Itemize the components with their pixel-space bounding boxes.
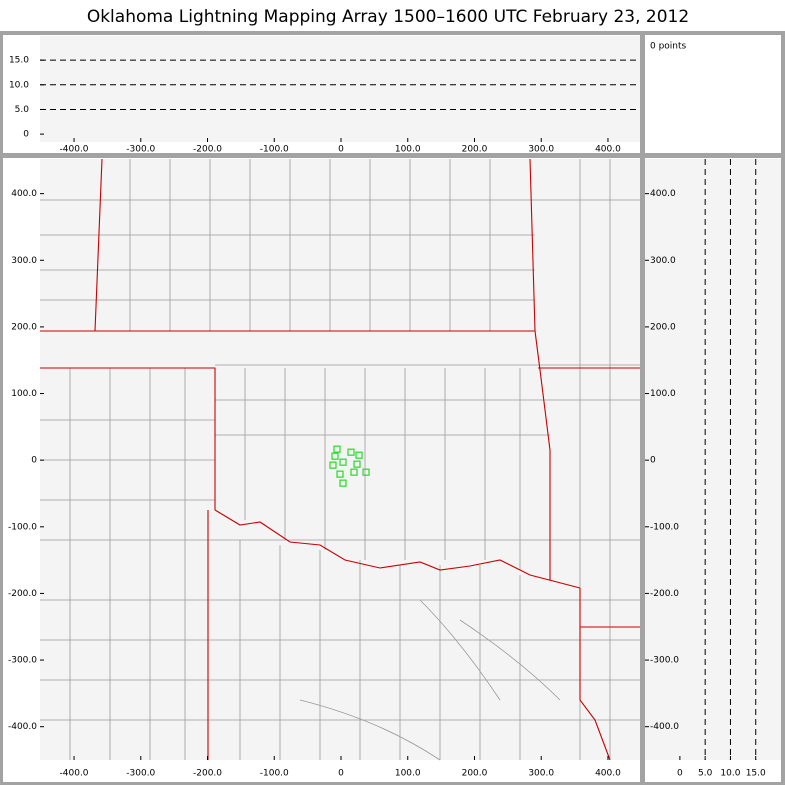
map-background bbox=[40, 158, 640, 761]
x-tick-label: -300.0 bbox=[126, 145, 155, 155]
x-tick-label: 100.0 bbox=[395, 769, 421, 779]
x-tick-label: 15.0 bbox=[746, 769, 766, 779]
x-tick-label: 0 bbox=[677, 769, 683, 779]
x-tick-label: 0 bbox=[338, 145, 344, 155]
y-tick-label: 400.0 bbox=[650, 189, 676, 199]
x-tick-label: 200.0 bbox=[462, 769, 488, 779]
frame bbox=[0, 31, 785, 785]
y-tick-label: 0 bbox=[650, 456, 656, 466]
x-tick-label: -100.0 bbox=[260, 769, 289, 779]
y-tick-label: 400.0 bbox=[11, 189, 37, 199]
y-tick-label: -100.0 bbox=[8, 522, 37, 532]
y-tick-label: 200.0 bbox=[650, 322, 676, 332]
x-tick-label: -200.0 bbox=[193, 145, 222, 155]
x-tick-label: -400.0 bbox=[60, 145, 89, 155]
plot-area bbox=[40, 36, 640, 142]
y-tick-label: -200.0 bbox=[8, 589, 37, 599]
x-tick-label: -400.0 bbox=[60, 769, 89, 779]
y-tick-label: 15.0 bbox=[9, 56, 29, 66]
x-tick-label: 400.0 bbox=[595, 145, 621, 155]
x-tick-label: 300.0 bbox=[528, 145, 554, 155]
y-tick-label: 0 bbox=[31, 456, 37, 466]
lightning-source bbox=[339, 479, 347, 487]
lightning-source bbox=[333, 445, 341, 453]
x-tick-label: 400.0 bbox=[595, 769, 621, 779]
y-tick-label: 300.0 bbox=[11, 256, 37, 266]
y-tick-label: -100.0 bbox=[650, 522, 679, 532]
y-tick-label: 300.0 bbox=[650, 256, 676, 266]
lightning-source bbox=[336, 470, 344, 478]
lightning-source bbox=[355, 451, 363, 459]
x-tick-label: 100.0 bbox=[395, 145, 421, 155]
x-tick-label: 10.0 bbox=[720, 769, 740, 779]
x-tick-label: 200.0 bbox=[462, 145, 488, 155]
plot-area bbox=[645, 159, 781, 760]
y-tick-label: -300.0 bbox=[8, 656, 37, 666]
lightning-source bbox=[347, 448, 355, 456]
y-tick-label: 0 bbox=[23, 130, 29, 140]
y-tick-label: 5.0 bbox=[15, 105, 30, 115]
x-tick-label: 0 bbox=[338, 769, 344, 779]
y-tick-label: 10.0 bbox=[9, 80, 29, 90]
y-tick-label: -300.0 bbox=[650, 656, 679, 666]
x-tick-label: -300.0 bbox=[126, 769, 155, 779]
lightning-source bbox=[350, 468, 358, 476]
chart-title: Oklahoma Lightning Mapping Array 1500–16… bbox=[87, 7, 689, 27]
lightning-source bbox=[353, 460, 361, 468]
x-tick-label: -200.0 bbox=[193, 769, 222, 779]
lightning-source bbox=[331, 452, 339, 460]
y-tick-label: -400.0 bbox=[650, 722, 679, 732]
point-count: 0 points bbox=[650, 42, 687, 52]
lightning-source bbox=[362, 468, 370, 476]
y-tick-label: 100.0 bbox=[11, 389, 37, 399]
lightning-source bbox=[339, 458, 347, 466]
lightning-source bbox=[329, 461, 337, 469]
y-tick-label: 100.0 bbox=[650, 389, 676, 399]
y-tick-label: -400.0 bbox=[8, 722, 37, 732]
y-tick-label: -200.0 bbox=[650, 589, 679, 599]
x-tick-label: 300.0 bbox=[528, 769, 554, 779]
x-tick-label: 5.0 bbox=[698, 769, 713, 779]
y-tick-label: 200.0 bbox=[11, 322, 37, 332]
x-tick-label: -100.0 bbox=[260, 145, 289, 155]
